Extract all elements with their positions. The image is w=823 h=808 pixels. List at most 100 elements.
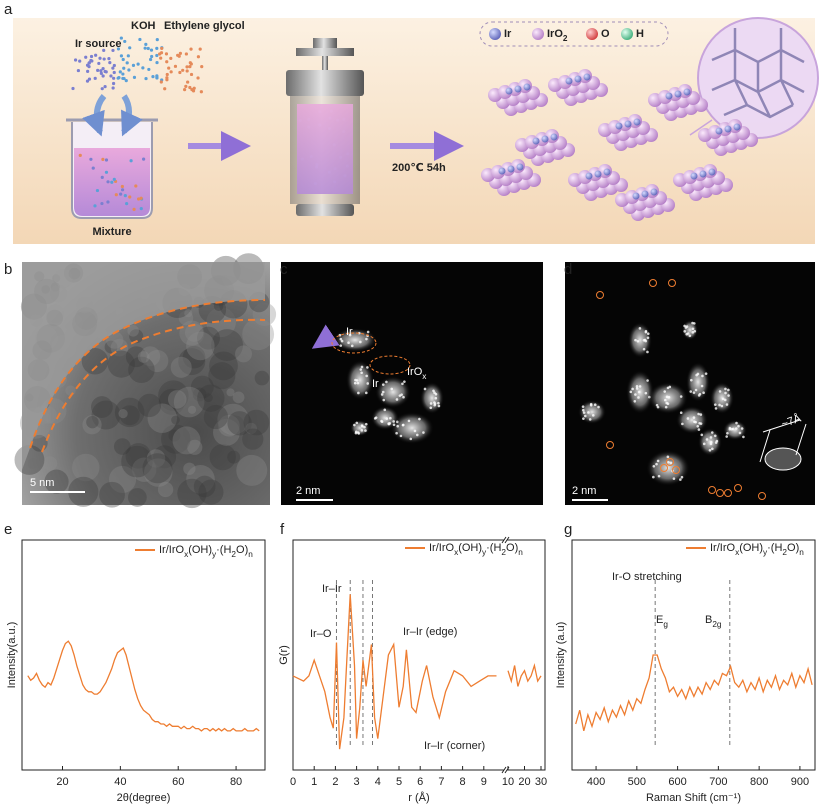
tem-grain [128,356,155,384]
single-atom-circle [606,441,614,449]
tem-grain [119,405,140,426]
mixture-dot [120,184,124,189]
atom [664,398,667,402]
y-axis-label: Intensity(a.u.) [6,622,18,689]
x-tick-label: 6 [417,776,423,788]
atom [696,372,700,376]
atom [720,404,724,408]
data-line [292,594,497,750]
tem-grain [91,400,121,430]
reagent-dot [183,88,187,92]
panel-label: b [4,261,12,278]
atom [583,414,587,418]
atom [644,329,648,333]
atom [591,414,595,417]
atom [634,393,637,396]
atom [402,395,405,399]
ir-atom [574,75,582,83]
panel-label: f [280,521,285,538]
atom [382,398,386,402]
atom [727,394,730,397]
tem-grain [104,340,118,354]
reagent-dot [85,79,90,83]
tem-grain [157,481,174,498]
atom [353,381,357,385]
atom [581,405,585,408]
x-tick-label: 0 [290,776,296,788]
highlight [369,355,411,375]
x-tick-label: 2 [332,776,338,788]
reagent-dot [102,48,106,52]
x-axis-label: Raman Shift (cm⁻¹) [646,792,741,804]
ir-atom [715,127,723,135]
tem-grain [167,390,187,409]
panel-label: g [564,521,572,538]
ir-atom [665,92,673,100]
single-atom-circle [716,489,724,497]
reagent-dot [164,52,169,56]
reagent-dot [189,47,193,51]
tem-grain [254,370,270,386]
reagent-dot [188,65,192,69]
reagent-dot [101,74,105,78]
x-tick-label: 700 [709,776,727,788]
haadf-atoms [333,320,747,486]
reagent-dot [155,38,159,42]
atom [587,411,590,414]
x-tick-label: 30 [535,776,547,788]
reagent-dot [112,63,116,68]
tem-grain [65,385,76,396]
panel-label: a [4,1,13,18]
atom [711,447,714,451]
atom [387,422,391,426]
tem-grain [232,391,245,404]
reagent-dot [198,47,202,51]
atom [713,403,717,406]
tem-grain [91,396,113,418]
tem-grain [27,458,39,469]
reagent-dot [126,54,130,58]
nanoparticles [481,69,758,221]
reagent-dot [165,72,169,77]
tem-grain [143,458,173,487]
x-tick-label: 7 [438,776,444,788]
atom [355,421,359,425]
reagent-dot [150,54,154,59]
tem-grain [127,488,147,507]
atom [635,385,639,388]
atom [727,388,730,392]
atom [709,436,713,439]
atom [693,420,696,424]
tem-grain [131,457,157,482]
tem-grain [44,469,69,494]
tem-grain [217,403,249,436]
reagent-dot [185,65,189,69]
reagent-dot [121,76,125,81]
reagent-dot [149,48,154,52]
scale-label: 5 nm [30,477,54,489]
ir-atom [724,125,732,133]
atom [718,390,722,393]
tem-grain [190,375,214,399]
atom [683,324,686,328]
tem-grain [184,323,204,342]
reagent-dot [196,76,200,80]
reagent-label: KOH [131,20,156,32]
tem-grain [252,302,277,327]
single-atom-circle [668,279,676,287]
reagent-dot [117,76,121,80]
atom [686,417,690,420]
mixture-dot [95,188,100,193]
atom [697,428,701,431]
legend-icon [489,28,501,40]
x-tick-label: 20 [518,776,530,788]
reagent-dot [121,72,125,76]
ir-atom [708,168,716,176]
atom [709,440,713,444]
atom [646,350,649,354]
ir-atom [699,170,707,178]
tem-grain [177,478,207,509]
reagent-dot [184,84,188,88]
tem-grain [196,326,220,350]
tem-vacuum [22,262,265,470]
